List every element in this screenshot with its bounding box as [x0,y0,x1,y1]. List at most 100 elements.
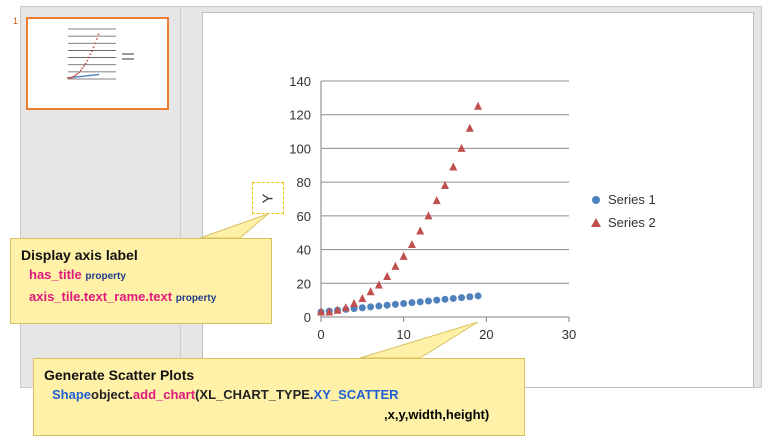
data-point-series-2 [465,123,474,132]
thumb-point-series-2 [79,69,82,72]
data-point-series-1 [358,304,366,312]
y-tick-label: 0 [304,310,311,325]
code-token: object. [91,387,133,402]
data-point-series-2 [399,251,408,260]
data-point-series-1 [449,294,457,302]
thumb-point-series-1 [95,73,98,76]
data-point-series-1 [416,298,424,306]
data-point-series-2 [366,287,375,296]
thumb-legend-line [122,58,134,60]
code-keyword: axis_tile.text_rame.text [29,289,173,304]
thumb-point-series-2 [87,56,90,59]
data-point-series-1 [383,301,391,309]
data-point-series-1 [433,296,441,304]
data-point-series-2 [407,240,416,249]
data-point-series-2 [317,307,325,316]
x-tick-label: 20 [479,327,493,342]
thumb-point-series-2 [97,33,100,36]
code-keyword: has_title [29,267,82,282]
circle-marker-icon [592,195,600,204]
code-token: (XL_CHART_TYPE. [195,387,314,402]
thumb-point-series-1 [81,75,84,78]
data-point-series-2 [350,299,359,308]
thumb-point-series-1 [83,75,85,78]
code-note: property [175,293,217,304]
y-axis-title-box[interactable]: Y [252,182,284,214]
thumb-point-series-1 [86,74,89,77]
thumb-point-series-1 [87,74,90,77]
data-point-series-2 [457,143,466,152]
code-token: add_chart [132,387,196,402]
x-tick-label: 30 [562,327,576,342]
thumb-point-series-1 [78,75,81,78]
thumb-point-series-1 [89,74,92,77]
thumb-point-series-1 [91,74,93,77]
scatter-callout: Generate Scatter Plots Shapeobject.add_c… [33,358,525,436]
data-point-series-2 [374,280,383,289]
data-point-series-1 [367,303,375,311]
thumb-point-series-2 [68,77,71,79]
data-point-series-2 [449,162,458,171]
data-point-series-1 [466,293,474,301]
callout-code-line: Shapeobject.add_chart(XL_CHART_TYPE.XY_S… [52,385,514,405]
pane-divider[interactable] [180,6,181,386]
thumb-point-series-1 [94,73,97,76]
data-point-series-2 [358,293,367,302]
y-tick-label: 80 [297,175,311,190]
y-tick-label: 120 [289,108,311,123]
data-point-series-1 [458,294,466,302]
data-point-series-2 [341,303,350,312]
legend-label: Series 2 [608,215,656,230]
slide-thumbnail[interactable] [26,17,169,110]
thumb-point-series-2 [94,42,97,45]
data-point-series-1 [400,300,408,308]
x-tick-label: 10 [396,327,410,342]
thumb-point-series-2 [71,76,74,78]
y-tick-label: 140 [289,74,311,89]
x-tick-label: 0 [317,327,324,342]
thumb-legend-line [122,53,134,55]
callout-line: axis_tile.text_rame.text property [29,287,261,309]
thumb-point-series-2 [73,75,76,78]
thumb-point-series-2 [89,53,92,56]
thumb-point-series-1 [75,76,77,78]
y-tick-label: 40 [297,243,311,258]
data-point-series-1 [424,297,432,305]
thumb-point-series-2 [84,62,87,65]
data-point-series-2 [474,101,483,110]
thumb-point-series-1 [92,74,95,76]
thumbnail-preview [67,28,134,80]
data-point-series-2 [391,261,400,270]
thumb-point-series-2 [78,71,81,74]
callout-code-line: ,x,y,width,height) [384,407,490,422]
thumb-point-series-2 [86,59,89,62]
scatter-chart: 0 20 40 60 80 100 120 140 0 10 20 30 [289,74,576,342]
thumb-point-series-2 [70,76,73,79]
data-point-series-2 [325,307,334,316]
data-point-series-2 [424,211,433,220]
thumb-point-series-2 [95,38,98,40]
triangle-marker-icon [591,218,601,227]
callout-title: Generate Scatter Plots [44,367,195,383]
thumb-point-series-1 [97,73,100,76]
thumb-point-series-2 [76,72,79,75]
callout-line: has_title property [29,265,261,287]
thumb-point-series-1 [76,75,79,78]
data-point-series-2 [432,196,441,205]
data-point-series-1 [375,302,383,310]
code-token: Shape [52,387,92,402]
legend-item-series-2: Series 2 [590,211,656,234]
thumb-point-series-1 [84,75,87,77]
axis-label-callout: Display axis label has_title property ax… [10,238,272,324]
legend-label: Series 1 [608,192,656,207]
data-point-series-2 [333,305,342,314]
thumb-point-series-1 [79,75,82,78]
data-point-series-2 [416,226,425,235]
thumb-point-series-2 [81,67,84,70]
thumb-point-series-2 [92,46,95,49]
data-point-series-1 [474,292,482,300]
data-point-series-1 [408,299,416,307]
y-axis-title: Y [259,192,277,204]
y-tick-label: 60 [297,209,311,224]
code-note: property [85,271,126,282]
